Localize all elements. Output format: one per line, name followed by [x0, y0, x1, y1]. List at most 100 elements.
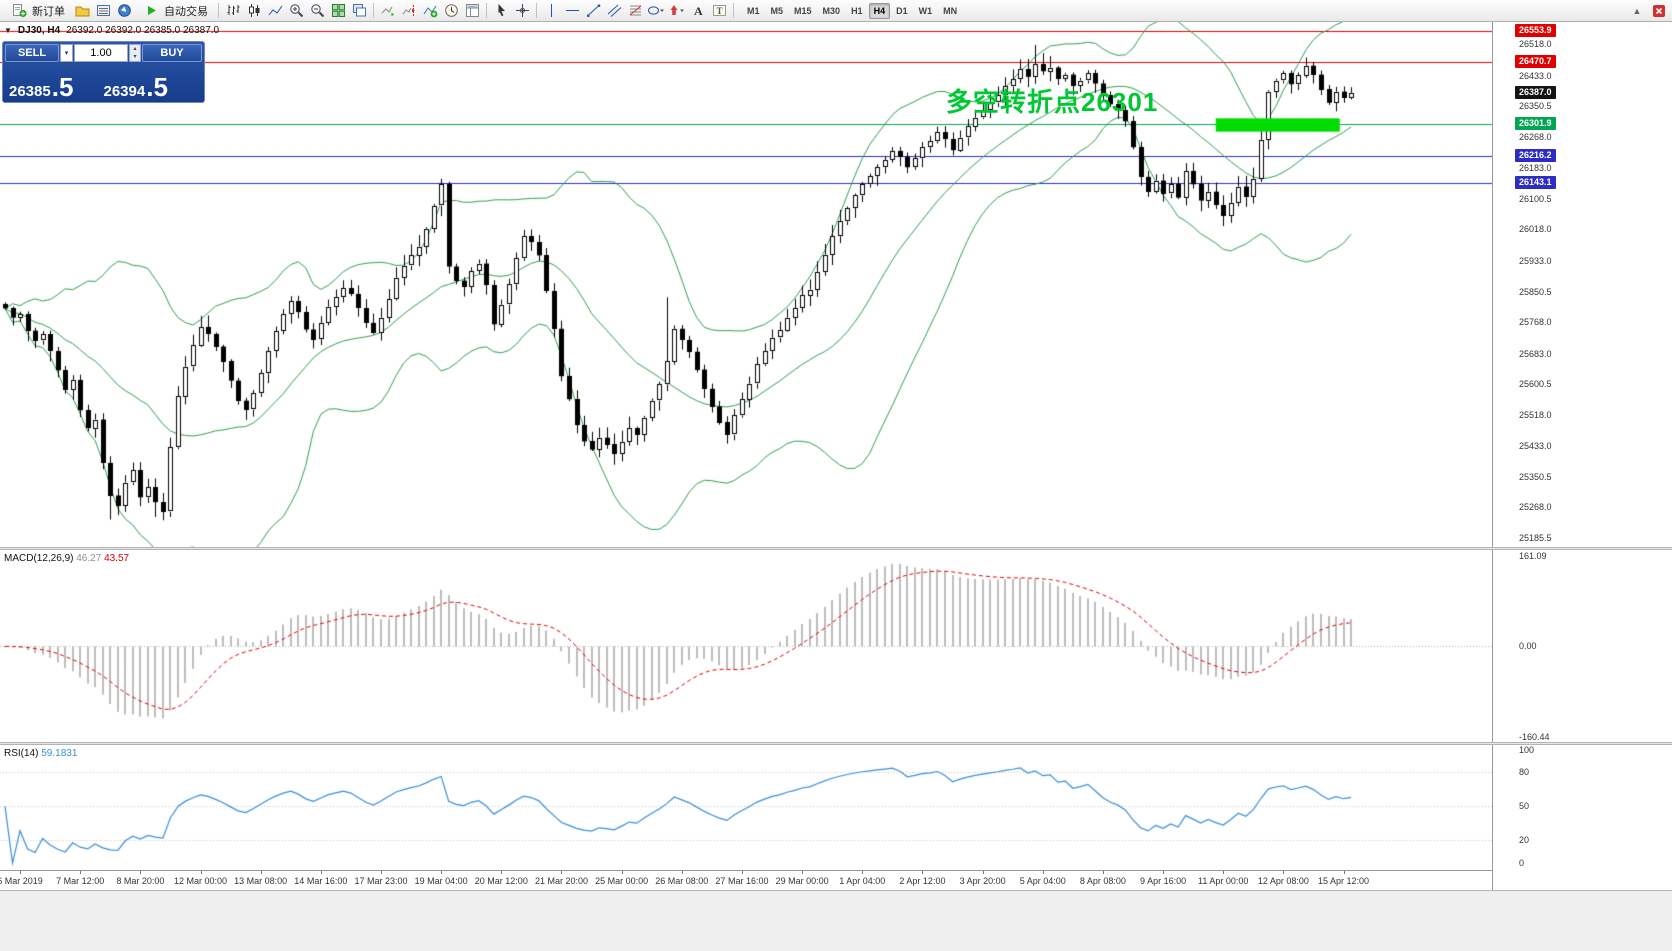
periods-icon[interactable] — [441, 2, 461, 20]
time-tick — [983, 871, 984, 874]
macd-signal-value: 43.57 — [104, 553, 130, 564]
toolbar-separator — [218, 3, 219, 18]
macd-value: 46.27 — [76, 553, 102, 564]
time-tick — [1283, 871, 1284, 874]
zoom-in-icon[interactable] — [286, 2, 306, 20]
main-chart-canvas[interactable] — [0, 22, 1492, 547]
rsi-scale-tick: 0 — [1519, 858, 1525, 869]
text-icon[interactable]: A — [688, 2, 708, 20]
tf-button-h1[interactable]: H1 — [851, 5, 863, 16]
buy-price[interactable]: 26394 .5 — [104, 72, 199, 102]
label-icon[interactable]: T — [709, 2, 729, 20]
svg-text:T: T — [716, 6, 722, 16]
cursor-icon[interactable] — [491, 2, 511, 20]
price-tick: 25850.5 — [1519, 286, 1552, 297]
time-label: 3 Apr 20:00 — [959, 876, 1006, 886]
arrows-icon[interactable] — [667, 2, 687, 20]
pane-separator-1[interactable] — [0, 547, 1672, 550]
price-level-badge: 26470.7 — [1515, 54, 1556, 68]
time-label: 8 Mar 20:00 — [116, 876, 165, 886]
sell-button[interactable]: SELL — [5, 44, 59, 62]
stepper-down-icon[interactable]: ▾ — [133, 54, 137, 60]
time-tick — [1043, 871, 1044, 874]
auto-trading-button[interactable]: 自动交易 — [135, 0, 214, 22]
time-label: 17 Mar 23:00 — [354, 876, 408, 886]
time-tick — [622, 871, 623, 874]
close-icon[interactable] — [1649, 2, 1669, 20]
time-tick — [441, 871, 442, 874]
profiles-icon[interactable] — [72, 2, 92, 20]
time-axis[interactable]: 6 Mar 2019 7 Mar 12:00 8 Mar 20:00 12 Mar 0… — [0, 870, 1492, 890]
price-tick: 26100.5 — [1519, 193, 1552, 204]
sell-price[interactable]: 26385 .5 — [9, 74, 104, 100]
tf-button-m5[interactable]: M5 — [770, 5, 784, 16]
navigator-icon[interactable] — [114, 2, 134, 20]
rsi-scale-tick: 80 — [1519, 767, 1530, 778]
volume-dropdown[interactable]: ▾ — [60, 44, 73, 62]
price-tick: 25600.5 — [1519, 379, 1552, 390]
tf-button-m15[interactable]: M15 — [794, 5, 812, 16]
time-tick — [1344, 871, 1345, 874]
shapes-icon[interactable] — [646, 2, 666, 20]
price-axis[interactable]: 26518.0 26433.0 26350.5 26268.0 26183.0 26100… — [1492, 22, 1672, 890]
templates-icon[interactable] — [462, 2, 482, 20]
one-click-trading-panel: SELL ▾ 1.00 ▴ ▾ BUY 26385 .5 26394 .5 — [2, 41, 205, 103]
indicators-icon[interactable] — [420, 2, 440, 20]
time-tick — [501, 871, 502, 874]
trendline-icon[interactable] — [583, 2, 603, 20]
rsi-scale-tick: 100 — [1519, 744, 1535, 755]
tile-windows-icon[interactable] — [328, 2, 348, 20]
tf-button-m1[interactable]: M1 — [747, 5, 760, 16]
price-tick: 25268.0 — [1519, 502, 1552, 513]
zoom-out-icon[interactable] — [307, 2, 327, 20]
channel-icon[interactable] — [604, 2, 624, 20]
auto-scroll-icon[interactable] — [378, 2, 398, 20]
line-chart-icon[interactable] — [265, 2, 285, 20]
price-tick: 25433.0 — [1519, 441, 1552, 452]
toolbar-separator — [733, 3, 734, 18]
buy-price-frac: .5 — [146, 72, 168, 102]
chart-symbol: DJ30, H4 — [17, 25, 61, 36]
rsi-scale-tick: 50 — [1519, 801, 1530, 812]
tf-button-h4[interactable]: H4 — [868, 2, 891, 19]
macd-name: MACD(12,26,9) — [4, 553, 74, 564]
volume-stepper[interactable]: ▴ ▾ — [129, 44, 141, 62]
rsi-value: 59.1831 — [41, 748, 78, 759]
time-tick — [682, 871, 683, 874]
svg-text:A: A — [694, 4, 703, 18]
time-label: 14 Mar 16:00 — [294, 876, 348, 886]
macd-label: MACD(12,26,9) 46.27 43.57 — [4, 553, 129, 564]
vertical-line-icon[interactable] — [541, 2, 561, 20]
price-level-badge: 26216.2 — [1515, 149, 1556, 163]
scroll-up-icon[interactable]: ▲ — [1632, 5, 1642, 16]
new-order-button[interactable]: 新订单 — [3, 0, 71, 22]
tf-button-m30[interactable]: M30 — [822, 5, 841, 16]
time-label: 7 Mar 12:00 — [56, 876, 105, 886]
pane-separator-2[interactable] — [0, 742, 1672, 745]
candlestick-chart-icon[interactable] — [244, 2, 264, 20]
toolbar-right-group: ▲ — [1627, 2, 1669, 20]
crosshair-icon[interactable] — [512, 2, 532, 20]
time-tick — [1103, 871, 1104, 874]
price-tick: 25185.5 — [1519, 532, 1552, 543]
tf-button-mn[interactable]: MN — [943, 5, 958, 16]
macd-scale-tick: -160.44 — [1519, 731, 1550, 742]
rsi-indicator-canvas[interactable] — [0, 745, 1492, 870]
time-tick — [862, 871, 863, 874]
cascade-windows-icon[interactable] — [349, 2, 369, 20]
market-watch-icon[interactable] — [93, 2, 113, 20]
price-tick: 26518.0 — [1519, 39, 1552, 50]
volume-input[interactable]: 1.00 — [74, 44, 128, 62]
stepper-up-icon[interactable]: ▴ — [133, 46, 137, 52]
tf-button-w1[interactable]: W1 — [918, 5, 933, 16]
one-click-toggle-icon[interactable]: ▼ — [4, 26, 12, 35]
bar-chart-icon[interactable] — [223, 2, 243, 20]
tf-button-d1[interactable]: D1 — [896, 5, 908, 16]
buy-button[interactable]: BUY — [142, 44, 202, 62]
fibonacci-icon[interactable] — [625, 2, 645, 20]
chart-shift-icon[interactable] — [399, 2, 419, 20]
new-order-label: 新订单 — [32, 5, 65, 18]
price-tick: 25933.0 — [1519, 255, 1552, 266]
macd-indicator-canvas[interactable] — [0, 550, 1492, 742]
horizontal-line-icon[interactable] — [562, 2, 582, 20]
